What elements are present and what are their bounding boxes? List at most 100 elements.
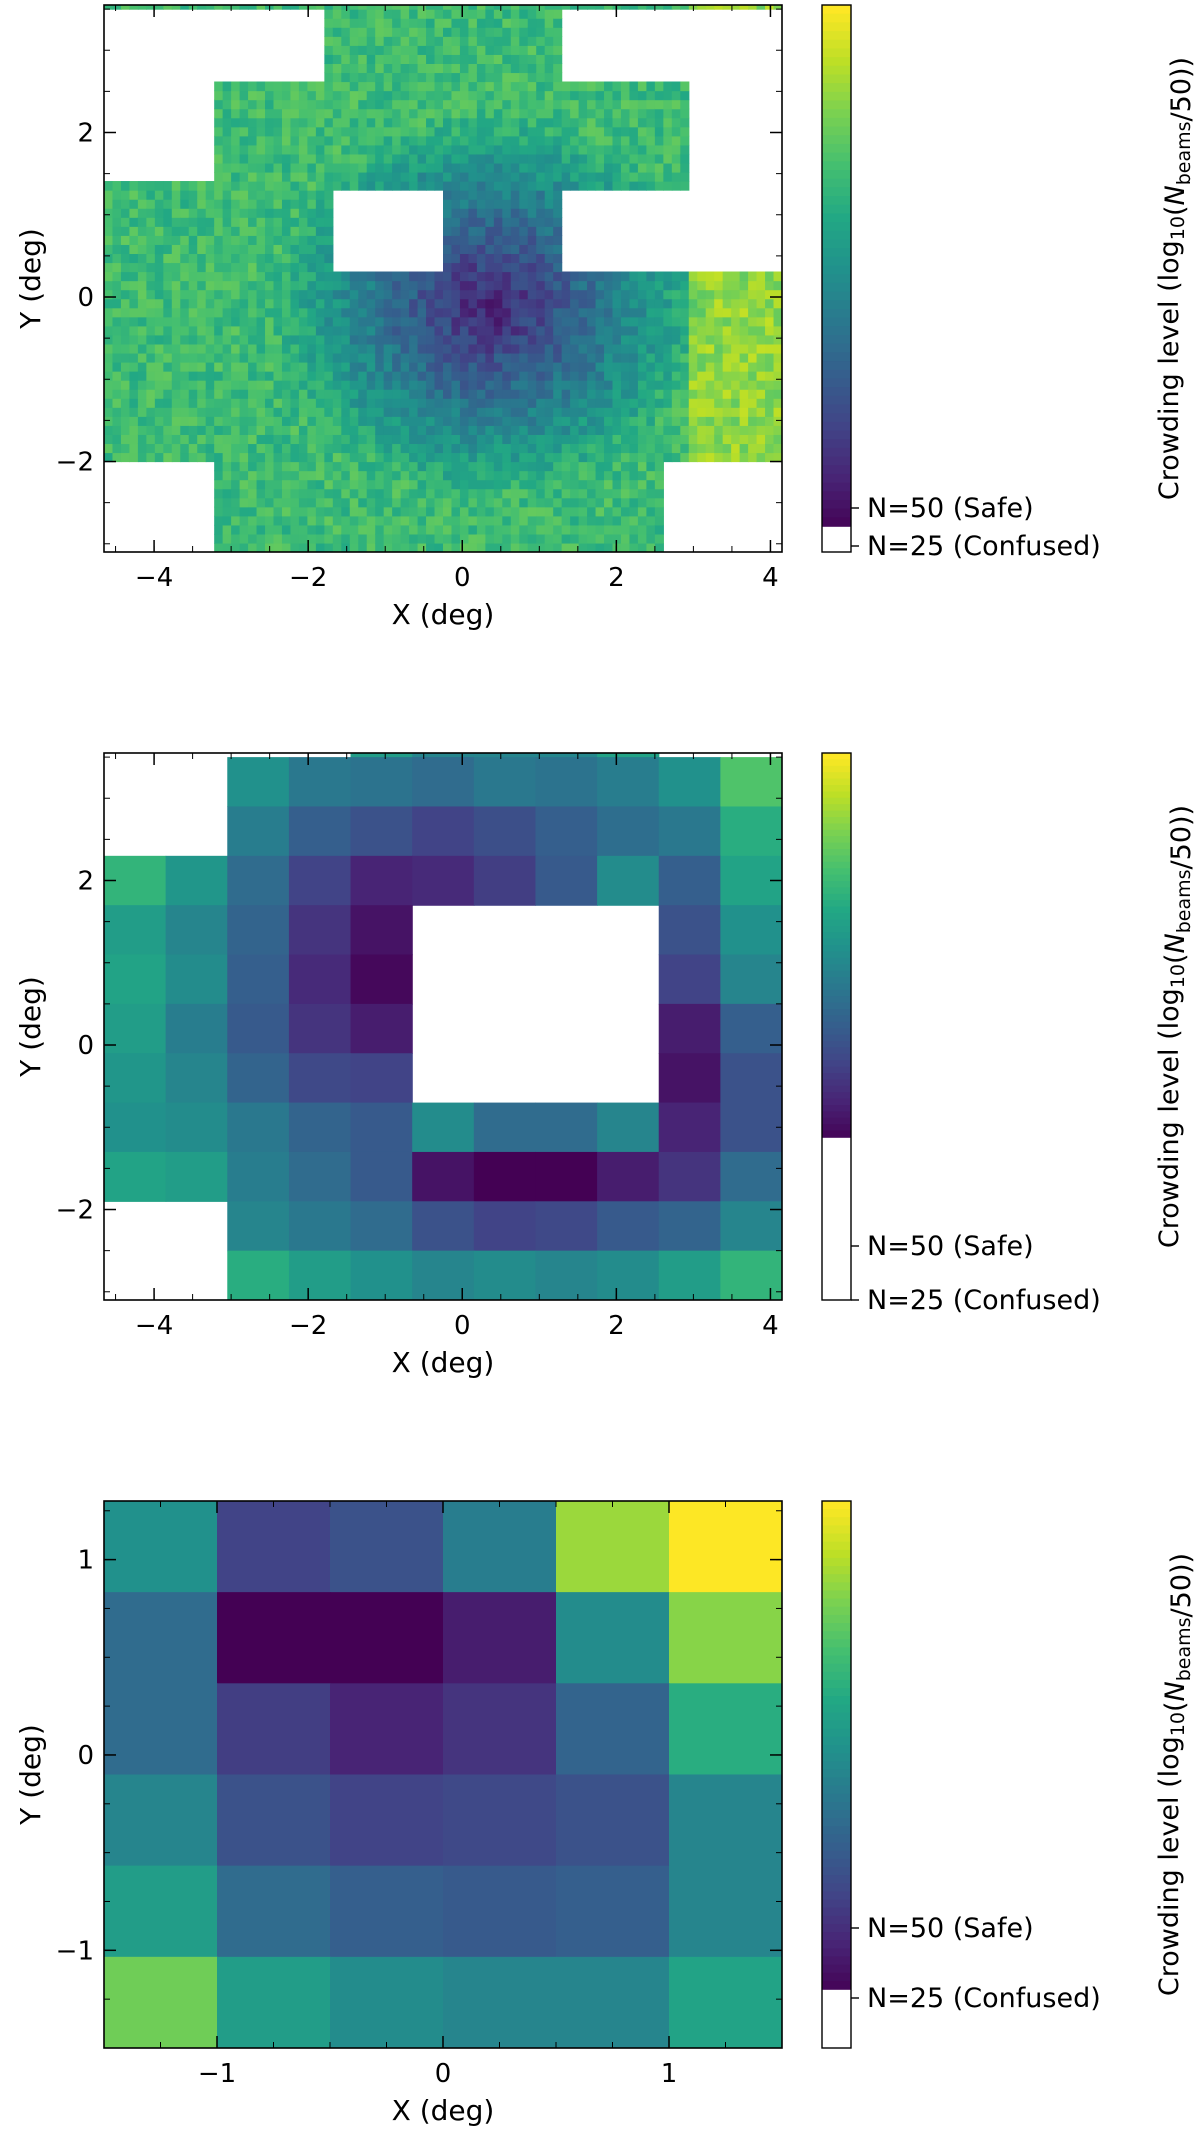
heatmap-cell <box>502 271 512 282</box>
heatmap-cell <box>595 162 605 173</box>
heatmap-cell <box>205 343 215 354</box>
heatmap-cell <box>307 443 317 454</box>
heatmap-cell <box>248 470 258 481</box>
heatmap-cell <box>748 343 758 354</box>
heatmap-cell <box>646 307 656 318</box>
heatmap-cell <box>383 443 393 454</box>
heatmap-cell <box>739 289 749 300</box>
heatmap-cell <box>756 371 766 381</box>
heatmap-cell <box>468 298 478 309</box>
heatmap-cell <box>536 497 546 508</box>
heatmap-cell <box>578 153 588 164</box>
heatmap-cell <box>688 343 698 354</box>
heatmap-cell <box>298 217 308 227</box>
heatmap-cell <box>629 452 639 463</box>
heatmap-cell <box>332 416 342 426</box>
colorbar-title: Crowding level (log10(Nbeams/50)) <box>1154 1553 1197 1996</box>
heatmap-cell <box>473 753 537 758</box>
heatmap-cell <box>536 144 546 155</box>
heatmap-cell <box>400 90 410 101</box>
heatmap-cell <box>231 334 241 345</box>
heatmap-cell <box>265 162 275 173</box>
heatmap-cell <box>298 497 308 508</box>
colorbar-segment <box>822 1980 851 1990</box>
heatmap-cell <box>451 434 461 445</box>
colorbar-segment <box>822 361 851 371</box>
heatmap-cell <box>417 443 427 454</box>
heatmap-cell <box>782 407 791 417</box>
heatmap-cell <box>222 244 232 255</box>
colorbar-segment <box>822 1956 851 1966</box>
heatmap-cell <box>502 307 512 318</box>
heatmap-cell <box>756 443 766 454</box>
heatmap-cell <box>383 90 393 101</box>
heatmap-cell <box>544 99 554 110</box>
heatmap-cell <box>620 407 631 417</box>
heatmap-cell <box>120 244 131 255</box>
heatmap-cell <box>330 1956 444 2048</box>
heatmap-cell <box>248 506 258 517</box>
heatmap-cell <box>443 524 453 535</box>
heatmap-cell <box>646 108 656 119</box>
heatmap-cell <box>400 352 410 363</box>
heatmap-cell <box>392 434 402 445</box>
heatmap-cell <box>544 208 554 218</box>
heatmap-cell <box>290 171 300 182</box>
heatmap-cell <box>400 470 410 481</box>
heatmap-cell <box>214 171 224 182</box>
heatmap-cell <box>553 479 563 490</box>
heatmap-cell <box>120 5 131 10</box>
heatmap-cell <box>485 18 495 28</box>
heatmap-cell <box>307 153 317 164</box>
heatmap-cell <box>171 262 181 273</box>
heatmap-cell <box>671 452 681 463</box>
heatmap-cell <box>163 5 173 10</box>
heatmap-cell <box>256 470 266 481</box>
heatmap-cell <box>171 226 181 236</box>
heatmap-cell <box>332 27 342 37</box>
heatmap-cell <box>332 334 342 345</box>
heatmap-cell <box>426 117 436 128</box>
heatmap-cell <box>400 497 410 508</box>
heatmap-cell <box>553 153 563 164</box>
heatmap-cell <box>629 289 639 300</box>
heatmap-cell <box>375 452 385 463</box>
heatmap-cell <box>290 361 300 372</box>
heatmap-cell <box>680 90 690 101</box>
heatmap-cell <box>595 389 605 399</box>
heatmap-cell <box>307 171 317 182</box>
heatmap-cell <box>256 533 266 544</box>
heatmap-cell <box>476 407 486 417</box>
heatmap-cell <box>315 298 325 309</box>
heatmap-cell <box>324 36 334 46</box>
colorbar-segment <box>822 274 851 284</box>
heatmap-cell <box>476 542 486 552</box>
heatmap-cell <box>510 542 520 552</box>
heatmap-cell <box>443 425 453 435</box>
heatmap-cell <box>595 343 605 354</box>
heatmap-cell <box>468 380 478 390</box>
heatmap-cell <box>273 298 283 309</box>
heatmap-cell <box>519 371 529 381</box>
heatmap-cell <box>332 307 342 318</box>
colorbar-segment <box>822 308 851 319</box>
heatmap-cell <box>298 361 308 372</box>
heatmap-cell <box>137 425 147 435</box>
heatmap-cell <box>273 181 283 191</box>
heatmap-cell <box>205 434 215 445</box>
heatmap-cell <box>400 371 410 381</box>
heatmap-cell <box>434 171 444 182</box>
heatmap-cell <box>527 371 537 381</box>
heatmap-cell <box>205 244 215 255</box>
colorbar-segment <box>822 1696 851 1706</box>
heatmap-cell <box>485 72 495 83</box>
heatmap-cell <box>392 325 402 336</box>
heatmap-cell <box>154 407 164 417</box>
heatmap-cell <box>578 434 588 445</box>
heatmap-cell <box>459 108 470 119</box>
heatmap-cell <box>349 542 359 552</box>
heatmap-cell <box>476 352 486 363</box>
heatmap-cell <box>705 407 715 417</box>
heatmap-cell <box>417 271 427 282</box>
heatmap-cell <box>324 479 334 490</box>
